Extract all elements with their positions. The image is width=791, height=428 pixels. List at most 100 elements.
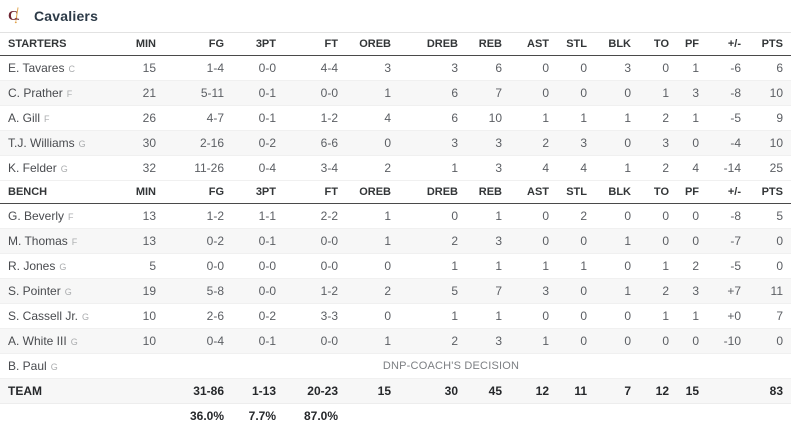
team-name[interactable]: Cavaliers	[34, 8, 98, 24]
player-cell: A. White IIIG	[0, 329, 115, 354]
stat-cell-plusminus: -5	[703, 254, 745, 279]
stat-cell-dreb: 0	[395, 204, 462, 229]
box-score-table: STARTERS MIN FG 3PT FT OREB DREB REB AST…	[0, 32, 791, 428]
stat-cell-pts: 0	[745, 229, 791, 254]
stat-cell-ast: 3	[506, 279, 553, 304]
stat-cell-stl: 0	[553, 329, 591, 354]
stat-cell-stl: 0	[553, 81, 591, 106]
stat-cell-to: 2	[635, 279, 673, 304]
player-row-gill: A. GillF 26 4-7 0-1 1-2 4 6 10 1 1 1 2 1…	[0, 106, 791, 131]
stat-cell-pf: 3	[673, 81, 703, 106]
stat-cell-pts: 10	[745, 131, 791, 156]
column-header-to: TO	[635, 181, 673, 204]
stat-cell-fg: 0-0	[160, 254, 228, 279]
player-name-link[interactable]: B. Paul	[8, 359, 47, 373]
stat-cell-ast: 0	[506, 56, 553, 81]
stat-cell-pf: 1	[673, 56, 703, 81]
stat-cell-blk: 1	[591, 279, 635, 304]
stat-cell-blk: 1	[591, 106, 635, 131]
player-name-link[interactable]: S. Pointer	[8, 284, 61, 298]
player-name-link[interactable]: G. Beverly	[8, 209, 64, 223]
total-cell-blk: 7	[591, 379, 635, 404]
stat-cell-min: 26	[115, 106, 160, 131]
column-header-blk: BLK	[591, 181, 635, 204]
player-row-beverly: G. BeverlyF 13 1-2 1-1 2-2 1 0 1 0 2 0 0…	[0, 204, 791, 229]
column-header-plusminus: +/-	[703, 33, 745, 56]
team-header: C Cavaliers	[0, 0, 791, 32]
stat-cell-oreb: 1	[342, 229, 395, 254]
stat-cell-oreb: 1	[342, 329, 395, 354]
stat-cell-blk: 0	[591, 254, 635, 279]
player-name-link[interactable]: T.J. Williams	[8, 136, 75, 150]
stat-cell-dreb: 1	[395, 156, 462, 181]
player-name-link[interactable]: K. Felder	[8, 161, 57, 175]
player-cell: M. ThomasF	[0, 229, 115, 254]
player-cell: E. TavaresC	[0, 56, 115, 81]
stat-cell-ast: 4	[506, 156, 553, 181]
stat-cell-ft: 3-3	[280, 304, 342, 329]
stat-cell-blk: 1	[591, 156, 635, 181]
player-name-link[interactable]: A. White III	[8, 334, 67, 348]
stat-cell-oreb: 2	[342, 279, 395, 304]
stat-cell-min: 15	[115, 56, 160, 81]
stat-cell-to: 0	[635, 204, 673, 229]
stat-cell-ft: 6-6	[280, 131, 342, 156]
player-row-white: A. White IIIG 10 0-4 0-1 0-0 1 2 3 1 0 0…	[0, 329, 791, 354]
stat-cell-pts: 7	[745, 304, 791, 329]
stat-cell-fg: 5-8	[160, 279, 228, 304]
player-position: G	[82, 312, 89, 322]
player-name-link[interactable]: E. Tavares	[8, 61, 64, 75]
column-header-reb: REB	[462, 33, 506, 56]
starters-header-row: STARTERS MIN FG 3PT FT OREB DREB REB AST…	[0, 33, 791, 56]
total-cell-dreb: 30	[395, 379, 462, 404]
player-name-link[interactable]: M. Thomas	[8, 234, 68, 248]
player-name-link[interactable]: R. Jones	[8, 259, 55, 273]
stat-cell-reb: 1	[462, 204, 506, 229]
column-header-fg: FG	[160, 33, 228, 56]
stat-cell-ast: 1	[506, 254, 553, 279]
fg-percentage: 36.0%	[160, 404, 228, 428]
stat-cell-ast: 0	[506, 229, 553, 254]
stat-cell-3pt: 0-4	[228, 156, 280, 181]
dnp-note: DNP-COACH'S DECISION	[115, 354, 791, 379]
stat-cell-reb: 6	[462, 56, 506, 81]
stat-cell-ft: 0-0	[280, 254, 342, 279]
stat-cell-stl: 3	[553, 131, 591, 156]
column-header-pts: PTS	[745, 181, 791, 204]
column-header-ast: AST	[506, 33, 553, 56]
player-cell: G. BeverlyF	[0, 204, 115, 229]
player-row-felder: K. FelderG 32 11-26 0-4 3-4 2 1 3 4 4 1 …	[0, 156, 791, 181]
stat-cell-dreb: 5	[395, 279, 462, 304]
stat-cell-stl: 0	[553, 229, 591, 254]
stat-cell-reb: 3	[462, 131, 506, 156]
stat-cell-pts: 6	[745, 56, 791, 81]
player-name-link[interactable]: S. Cassell Jr.	[8, 309, 78, 323]
total-cell-stl: 11	[553, 379, 591, 404]
column-header-ast: AST	[506, 181, 553, 204]
player-name-link[interactable]: A. Gill	[8, 111, 40, 125]
stat-cell-ast: 0	[506, 204, 553, 229]
stat-cell-to: 3	[635, 131, 673, 156]
player-row-pointer: S. PointerG 19 5-8 0-0 1-2 2 5 7 3 0 1 2…	[0, 279, 791, 304]
stat-cell-3pt: 0-1	[228, 329, 280, 354]
stat-cell-fg: 11-26	[160, 156, 228, 181]
stat-cell-pf: 0	[673, 329, 703, 354]
team-totals-label: TEAM	[0, 379, 115, 404]
stat-cell-min: 30	[115, 131, 160, 156]
stat-cell-oreb: 0	[342, 131, 395, 156]
column-header-3pt: 3PT	[228, 33, 280, 56]
column-header-oreb: OREB	[342, 33, 395, 56]
total-cell-pts: 83	[745, 379, 791, 404]
column-header-stl: STL	[553, 181, 591, 204]
stat-cell-plusminus: -8	[703, 81, 745, 106]
stat-cell-ft: 0-0	[280, 229, 342, 254]
stat-cell-pf: 4	[673, 156, 703, 181]
total-cell-to: 12	[635, 379, 673, 404]
player-name-link[interactable]: C. Prather	[8, 86, 63, 100]
column-header-ft: FT	[280, 181, 342, 204]
shooting-percentages-row: 36.0% 7.7% 87.0%	[0, 404, 791, 428]
stat-cell-blk: 0	[591, 204, 635, 229]
bench-body: G. BeverlyF 13 1-2 1-1 2-2 1 0 1 0 2 0 0…	[0, 204, 791, 428]
stat-cell-min: 13	[115, 204, 160, 229]
stat-cell-dreb: 3	[395, 131, 462, 156]
